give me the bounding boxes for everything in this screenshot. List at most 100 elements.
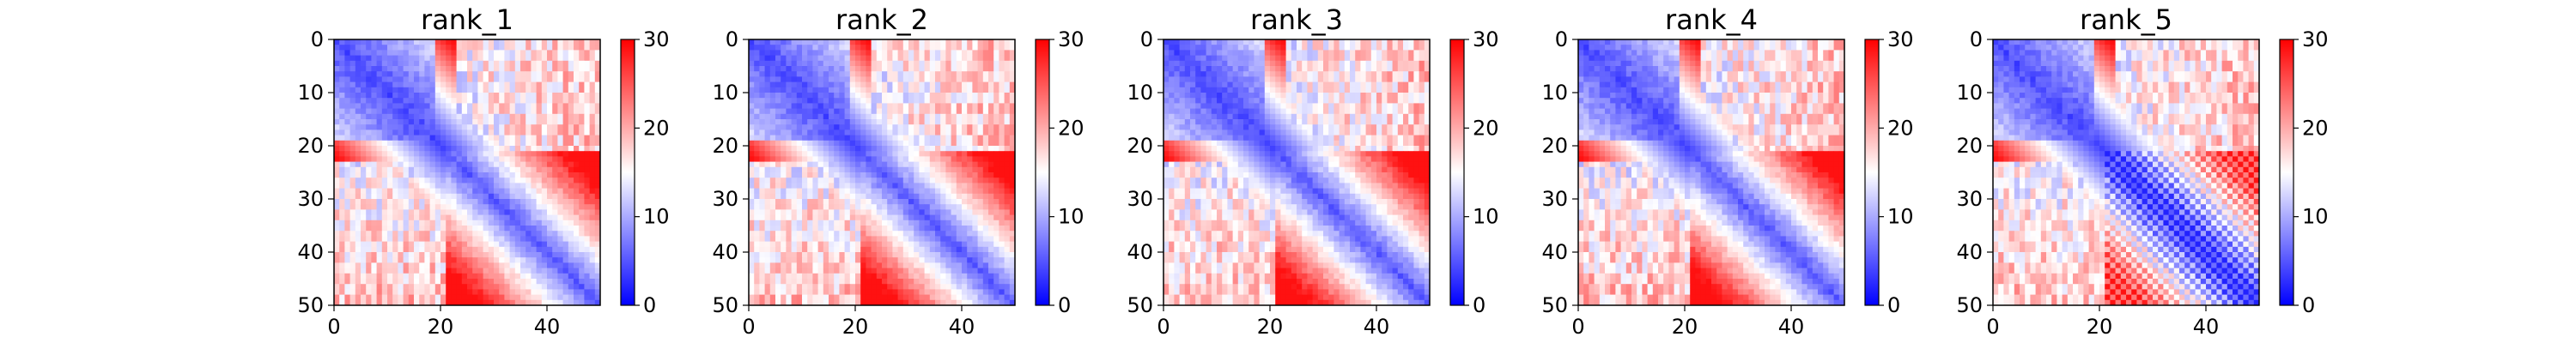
heatmap-cell	[547, 66, 553, 72]
heatmap-cell	[945, 268, 951, 274]
heatmap-cell	[786, 252, 792, 258]
heatmap-cell	[951, 193, 957, 200]
heatmap-cell	[759, 108, 765, 115]
heatmap-cell	[844, 246, 851, 253]
heatmap-cell	[552, 146, 558, 152]
heatmap-cell	[919, 119, 925, 125]
heatmap-cell	[834, 231, 840, 237]
heatmap-cell	[812, 193, 818, 200]
heatmap-cell	[764, 236, 771, 242]
heatmap-cell	[791, 279, 798, 285]
heatmap-cell	[781, 236, 787, 242]
heatmap-cell	[584, 236, 590, 242]
heatmap-cell	[940, 199, 946, 205]
heatmap-cell	[866, 103, 872, 109]
heatmap-cell	[547, 103, 553, 109]
heatmap-cell	[749, 172, 755, 178]
heatmap-cell	[371, 87, 377, 93]
heatmap-cell	[584, 246, 590, 253]
heatmap-cell	[552, 108, 558, 115]
heatmap-cell	[759, 209, 765, 215]
heatmap-cell	[339, 81, 345, 88]
heatmap-cell	[892, 183, 898, 189]
heatmap-cell	[781, 273, 787, 280]
heatmap-cell	[1004, 236, 1011, 242]
heatmap-cell	[892, 129, 898, 135]
heatmap-cell	[962, 214, 968, 221]
heatmap-cell	[541, 87, 548, 93]
heatmap-cell	[749, 161, 755, 168]
heatmap-cell	[781, 284, 787, 290]
heatmap-cell	[914, 161, 920, 168]
heatmap-cell	[956, 246, 963, 253]
heatmap-cell	[924, 236, 931, 242]
heatmap-cell	[483, 135, 489, 141]
heatmap-cell	[398, 108, 404, 115]
heatmap-cell	[914, 178, 920, 184]
heatmap-cell	[467, 183, 473, 189]
heatmap-cell	[754, 55, 760, 62]
heatmap-cell	[371, 214, 377, 221]
heatmap-cell	[871, 108, 878, 115]
heatmap-cell	[1009, 76, 1016, 82]
heatmap-cell	[897, 199, 904, 205]
heatmap-cell	[781, 113, 787, 120]
heatmap-cell	[876, 81, 883, 88]
heatmap-cell	[339, 45, 345, 51]
heatmap-cell	[424, 246, 430, 253]
heatmap-cell	[339, 199, 345, 205]
heatmap-cell	[456, 113, 463, 120]
heatmap-cell	[499, 151, 505, 157]
heatmap-cell	[398, 71, 404, 77]
heatmap-cell	[812, 241, 818, 248]
heatmap-cell	[749, 50, 755, 56]
heatmap-cell	[956, 45, 963, 51]
heatmap-cell	[531, 214, 537, 221]
heatmap-cell	[759, 87, 765, 93]
heatmap-cell	[871, 214, 878, 221]
heatmap-cell	[440, 140, 447, 147]
heatmap-cell	[568, 188, 574, 195]
heatmap-cell	[764, 113, 771, 120]
heatmap-cell	[802, 50, 808, 56]
heatmap-cell	[594, 93, 601, 99]
heatmap-cell	[823, 76, 829, 82]
heatmap-cell	[361, 241, 367, 248]
heatmap-cell	[1009, 257, 1016, 263]
heatmap-cell	[882, 60, 888, 67]
heatmap-cell	[536, 183, 543, 189]
heatmap-cell	[440, 98, 447, 104]
heatmap-cell	[993, 193, 999, 200]
heatmap-cell	[791, 60, 798, 67]
heatmap-cell	[488, 71, 495, 77]
heatmap-cell	[403, 161, 410, 168]
heatmap-cell	[355, 113, 361, 120]
heatmap-cell	[829, 87, 835, 93]
heatmap-cell	[1009, 193, 1016, 200]
heatmap-cell	[355, 76, 361, 82]
heatmap-cell	[472, 50, 478, 56]
heatmap-cell	[786, 87, 792, 93]
heatmap-cell	[488, 66, 495, 72]
heatmap-cell	[355, 66, 361, 72]
heatmap-cell	[786, 129, 792, 135]
heatmap-cell	[398, 226, 404, 232]
heatmap-cell	[802, 257, 808, 263]
heatmap-cell	[579, 103, 585, 109]
heatmap-cell	[945, 193, 951, 200]
heatmap-cell	[956, 39, 963, 45]
heatmap-cell	[579, 129, 585, 135]
heatmap-cell	[812, 252, 818, 258]
heatmap-cell	[754, 45, 760, 51]
heatmap-cell	[509, 124, 516, 130]
heatmap-cell	[387, 214, 393, 221]
heatmap-cell	[866, 108, 872, 115]
heatmap-cell	[919, 39, 925, 45]
heatmap-cell	[781, 204, 787, 210]
heatmap-cell	[796, 268, 803, 274]
heatmap-cell	[892, 178, 898, 184]
heatmap-cell	[349, 199, 356, 205]
heatmap-cell	[456, 241, 463, 248]
heatmap-cell	[424, 81, 430, 88]
heatmap-cell	[419, 199, 425, 205]
